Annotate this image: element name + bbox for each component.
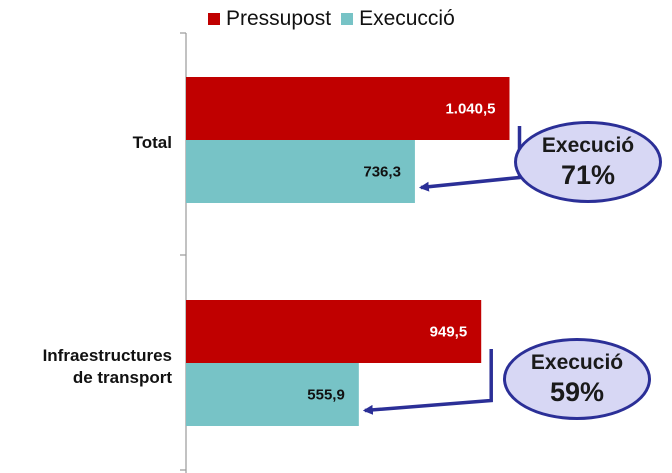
category-label-infraestructures: Infraestructures de transport	[0, 345, 172, 389]
data-label-execucció-0: 736,3	[363, 164, 401, 181]
legend-swatch-execuccio	[341, 13, 354, 25]
category-label-infra-line2: de transport	[72, 368, 172, 387]
category-label-infra-line1: Infraestructures	[42, 346, 172, 365]
legend-label-execuccio: Execucció	[359, 7, 455, 30]
data-label-pressupost-0: 1.040,5	[445, 101, 495, 118]
bar-execucció-1	[186, 363, 359, 426]
bar-pressupost-0	[186, 77, 510, 140]
callout-infra-percent: 59%	[549, 377, 605, 407]
legend-label-pressupost: Pressupost	[226, 7, 332, 30]
callout-execucio-infraestructures: Execució 59%	[503, 338, 651, 420]
connector-arrow-1	[362, 349, 493, 415]
callout-total-title: Execució	[541, 134, 635, 157]
legend-item-pressupost: Pressupost	[208, 7, 331, 31]
bar-execucció-0	[186, 140, 415, 203]
callout-infra-title: Execució	[530, 351, 624, 374]
data-label-pressupost-1: 949,5	[430, 324, 468, 341]
legend-swatch-pressupost	[208, 13, 220, 25]
category-label-total: Total	[60, 132, 172, 154]
callout-execucio-total: Execució 71%	[514, 121, 662, 203]
legend: Pressupost Execucció	[208, 6, 465, 32]
bar-pressupost-1	[186, 300, 482, 363]
data-label-execucció-1: 555,9	[307, 387, 345, 404]
callout-total-percent: 71%	[560, 160, 616, 190]
category-label-total-line1: Total	[132, 133, 172, 152]
legend-item-execuccio: Execucció	[341, 7, 455, 31]
